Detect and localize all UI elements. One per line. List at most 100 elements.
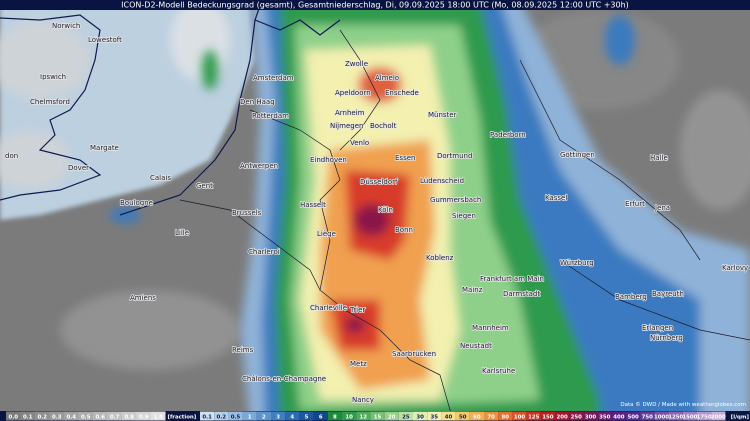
map-title: ICON-D2-Modell Bedeckungsgrad (gesamt), … [121,1,629,10]
legend: 0.0 0.1 0.2 0.3 0.4 0.5 0.6 0.7 0.8 0.9 1.0 [fracti… [0,411,750,421]
legend-label: 200 [556,415,568,421]
city-label: Metz [350,360,367,368]
legend-label: 70 [487,415,495,421]
title-bar [0,0,750,10]
legend-label: 150 [542,415,554,421]
legend-label: 125 [528,415,540,421]
city-label: Dortmund [437,152,472,160]
city-label: Almelo [375,74,399,82]
legend-swatch [469,411,484,421]
city-label: Münster [428,111,457,119]
legend-label: 5 [305,415,309,421]
city-label: Apeldoorn [335,89,371,97]
city-label: Ipswich [40,73,66,81]
legend-swatch [526,411,541,421]
city-label: Karlsruhe [482,367,515,375]
legend-label: 10 [345,415,353,421]
legend-label: 0.1 [202,415,212,421]
legend-swatch [682,411,697,421]
city-label: Zwolle [345,60,368,68]
legend-label: 1.0 [153,415,163,421]
legend-unit: [l/qm] [731,415,749,421]
legend-swatch [342,411,357,421]
legend-swatch [214,411,229,421]
legend-label: 350 [599,415,611,421]
legend-swatch [122,411,137,421]
city-label: Brussels [232,209,262,217]
legend-label: 250 [571,415,583,421]
city-label: Gummersbach [430,196,481,204]
legend-label: 100 [514,415,526,421]
legend-label: 25 [402,415,410,421]
legend-swatch [64,411,79,421]
legend-swatch [313,411,328,421]
legend-swatch [151,411,166,421]
city-label: Koblenz [426,254,454,262]
city-label: Neustadt [460,342,492,350]
legend-swatch [136,411,151,421]
legend-label: 0.6 [95,415,105,421]
legend-label: 0.2 [217,415,227,421]
city-label: Bocholt [370,122,397,130]
legend-swatch [711,411,726,421]
legend-swatch [540,411,555,421]
city-label: Den Haag [240,98,275,106]
city-label: Chelmsford [30,98,70,106]
legend-swatch [597,411,612,421]
city-label: Kassel [545,194,567,202]
legend-swatch [697,411,712,421]
legend-label: 8 [333,415,337,421]
city-label: Würzburg [560,259,594,267]
city-label: Düsseldorf [360,178,398,186]
city-label: Nürnberg [650,334,683,342]
city-label: Châlons-en-Champagne [242,375,326,383]
city-label: Lille [175,229,189,237]
legend-swatch [640,411,655,421]
legend-label: 60 [473,415,481,421]
legend-label: 750 [642,415,654,421]
legend-label: 0.5 [231,415,241,421]
legend-swatch [413,411,428,421]
legend-swatch [200,411,215,421]
legend-label: 1000 [654,415,669,421]
city-label: Jena [654,204,670,212]
city-label: Amiens [130,294,156,302]
legend-label: 12 [360,415,368,421]
city-label: Darmstadt [503,290,540,298]
city-label: Frankfurt am Main [480,275,544,283]
city-label: Charleroi [248,248,280,256]
legend-label: 6 [319,415,323,421]
legend-label: 2000 [711,415,726,421]
legend-label: 0.4 [66,415,76,421]
legend-swatch [35,411,50,421]
city-label: Antwerpen [240,162,278,170]
legend-label: 0.7 [110,415,120,421]
city-label: Calais [150,174,171,182]
legend-label: 500 [627,415,639,421]
legend-swatch [285,411,300,421]
city-label: Nancy [352,396,374,404]
legend-swatch [6,411,21,421]
legend-swatch [49,411,64,421]
legend-swatch [107,411,122,421]
city-label: Mainz [462,286,483,294]
legend-swatch [93,411,108,421]
city-label: Nijmegen [330,122,363,130]
city-label: Mannheim [472,324,509,332]
legend-label: 1250 [668,415,683,421]
legend-swatch [299,411,314,421]
city-label: Erlangen [642,324,673,332]
legend-label: 35 [431,415,439,421]
legend-swatch [583,411,598,421]
city-label: Norwich [52,22,80,30]
legend-label: 40 [445,415,453,421]
city-label: Bamberg [615,293,647,301]
city-label: don [5,152,18,160]
legend-swatch [498,411,513,421]
legend-swatch [78,411,93,421]
legend-label: 300 [585,415,597,421]
legend-swatch [242,411,257,421]
credit: Data © DWD / Made with weatherglobes.com [620,401,746,408]
legend-unit: [fraction] [168,415,197,421]
